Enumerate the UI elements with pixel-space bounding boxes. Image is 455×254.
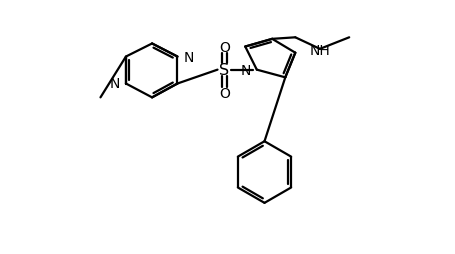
Text: NH: NH (309, 44, 329, 58)
Text: S: S (218, 63, 228, 78)
Text: N: N (183, 50, 193, 64)
Text: O: O (218, 40, 229, 54)
Text: N: N (109, 77, 120, 91)
Text: O: O (218, 86, 229, 100)
Text: N: N (240, 64, 250, 77)
